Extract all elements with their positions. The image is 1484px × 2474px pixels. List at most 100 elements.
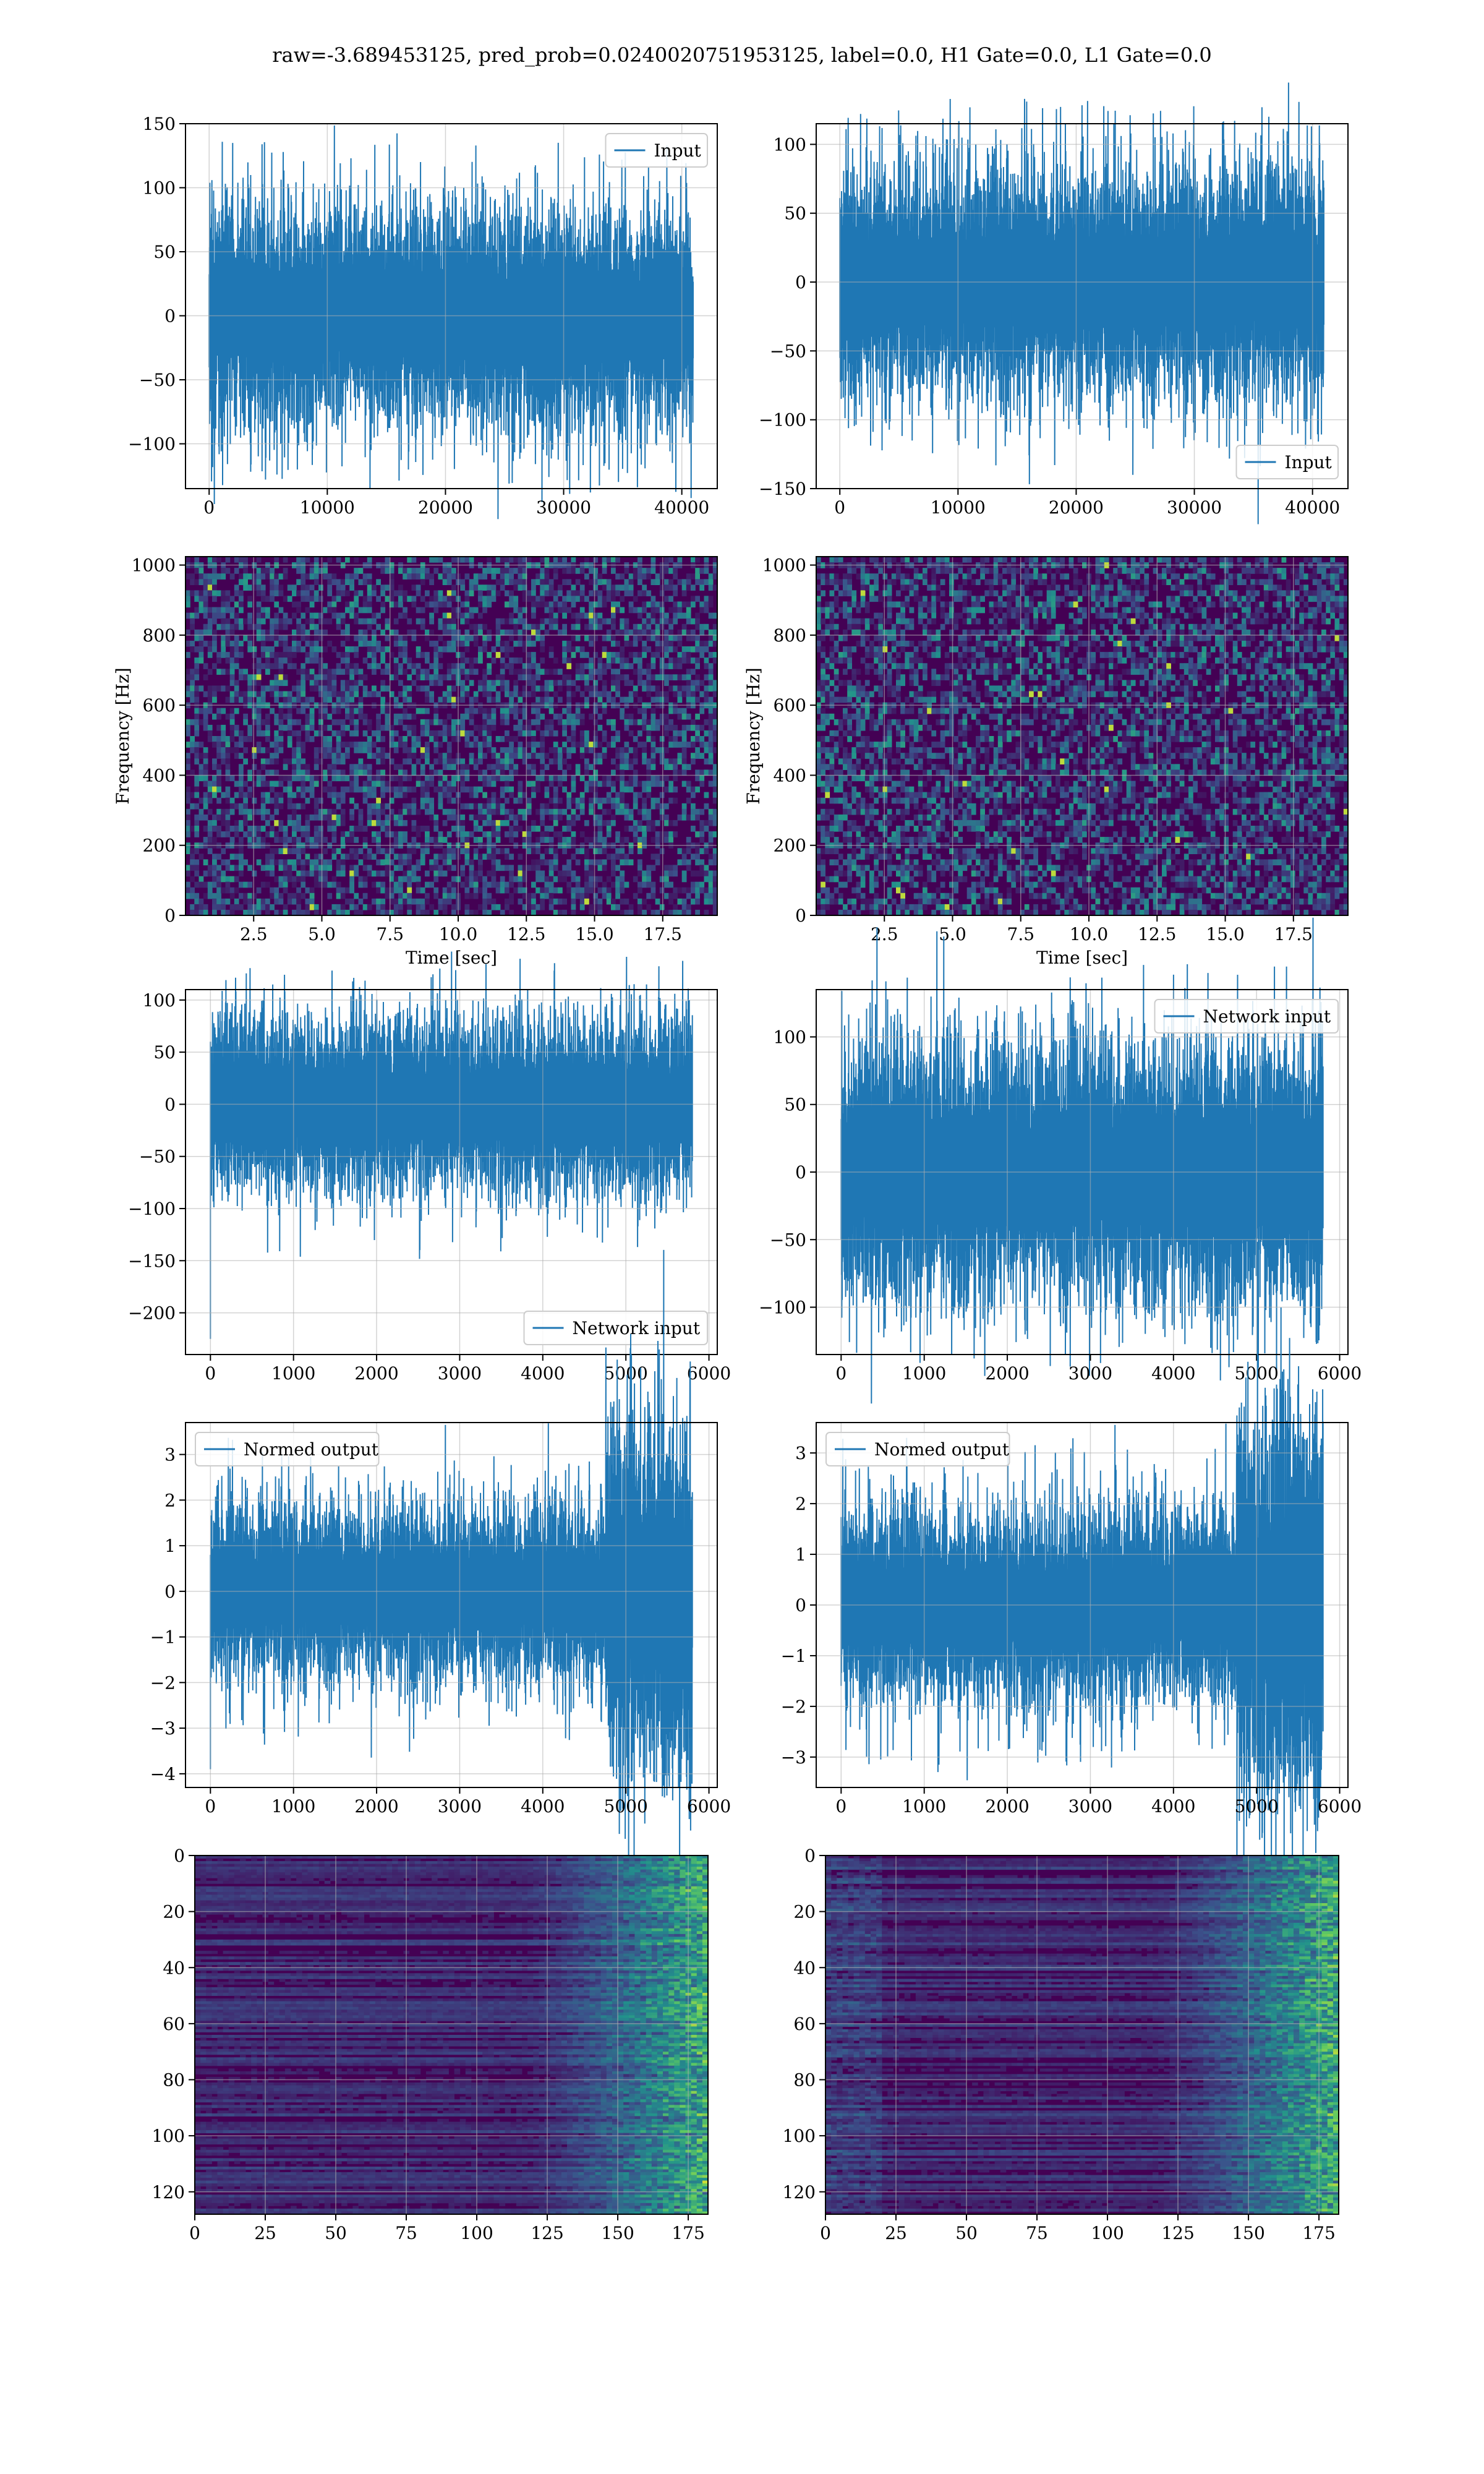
x-tick-label: 100 bbox=[460, 2223, 493, 2243]
y-tick-label: 120 bbox=[783, 2182, 816, 2202]
y-tick-label: −200 bbox=[128, 1303, 176, 1324]
l1-input-axes-frame bbox=[816, 123, 1349, 489]
x-tick-label: 2.5 bbox=[871, 924, 898, 944]
l1-network-legend: Network input bbox=[1154, 999, 1339, 1034]
y-tick-label: 80 bbox=[163, 2070, 185, 2091]
l1-network-panel: 0 1000 2000 3000 4000 5000 6000 −100 −50 0 50 100 Ne… bbox=[759, 917, 1362, 1404]
x-tick-label: 3000 bbox=[438, 1363, 482, 1384]
h1-features-heatmap bbox=[195, 1856, 708, 2214]
y-tick-label: −100 bbox=[128, 1199, 176, 1219]
l1-spec-panel: 2.5 5.0 7.5 10.0 12.5 15.0 17.5 0 200 400 600 800 10… bbox=[743, 555, 1349, 968]
x-tick-label: 5000 bbox=[1235, 1796, 1279, 1817]
x-tick-label: 10000 bbox=[931, 497, 986, 518]
x-tick-label: 50 bbox=[325, 2223, 347, 2243]
y-tick-label: −3 bbox=[781, 1747, 806, 1768]
y-tick-label: 3 bbox=[795, 1443, 806, 1463]
y-tick-label: 0 bbox=[174, 1846, 185, 1866]
l1-features-heatmap bbox=[825, 1856, 1339, 2214]
x-tick-label: 2000 bbox=[985, 1363, 1029, 1384]
y-tick-label: 0 bbox=[164, 1582, 176, 1602]
x-tick-label: 12.5 bbox=[507, 924, 545, 944]
y-tick-label: −3 bbox=[150, 1718, 176, 1739]
x-tick-label: 0 bbox=[205, 1796, 216, 1817]
x-tick-label: 2000 bbox=[354, 1796, 398, 1817]
y-tick-label: −1 bbox=[150, 1627, 176, 1648]
x-tick-label: 175 bbox=[672, 2223, 704, 2243]
x-tick-label: 5000 bbox=[1235, 1363, 1279, 1384]
x-tick-label: 7.5 bbox=[1007, 924, 1035, 944]
y-tick-label: 50 bbox=[153, 242, 176, 262]
x-tick-label: 5.0 bbox=[939, 924, 966, 944]
y-tick-label: 400 bbox=[774, 765, 806, 785]
y-tick-label: 0 bbox=[795, 1595, 806, 1616]
x-tick-label: 0 bbox=[835, 1363, 846, 1384]
y-tick-label: 1000 bbox=[762, 555, 806, 576]
x-tick-label: 30000 bbox=[536, 497, 591, 518]
y-tick-label: 50 bbox=[784, 203, 806, 224]
h1-spec-heatmap bbox=[186, 557, 717, 915]
x-tick-label: 2000 bbox=[354, 1363, 398, 1384]
y-tick-label: 0 bbox=[795, 905, 806, 926]
y-tick-label: 0 bbox=[164, 306, 176, 327]
h1-normed-panel: 0 1000 2000 3000 4000 5000 6000 −4 −3 −2 −1 0 1 2 3 Nor… bbox=[150, 1249, 731, 1893]
y-tick-label: 20 bbox=[793, 1902, 816, 1922]
x-tick-label: 3000 bbox=[1068, 1363, 1112, 1384]
legend-label: Normed output bbox=[244, 1439, 379, 1460]
y-tick-label: 80 bbox=[793, 2070, 816, 2091]
y-tick-label: 120 bbox=[152, 2182, 185, 2202]
x-tick-label: 0 bbox=[820, 2223, 831, 2243]
x-tick-label: 75 bbox=[395, 2223, 417, 2243]
h1-network-series-line bbox=[210, 951, 693, 1339]
x-tick-label: 10.0 bbox=[1070, 924, 1108, 944]
y-tick-label: 400 bbox=[143, 765, 176, 785]
y-tick-label: 100 bbox=[143, 990, 176, 1011]
h1-spec-panel: 2.5 5.0 7.5 10.0 12.5 15.0 17.5 0 200 400 600 800 10… bbox=[113, 555, 718, 968]
legend-label: Network input bbox=[1203, 1006, 1331, 1027]
x-tick-label: 12.5 bbox=[1138, 924, 1176, 944]
y-tick-label: 50 bbox=[153, 1042, 176, 1063]
y-tick-label: −100 bbox=[759, 1298, 806, 1318]
x-tick-label: 30000 bbox=[1167, 497, 1222, 518]
x-tick-label: 50 bbox=[955, 2223, 978, 2243]
y-axis-label: Frequency [Hz] bbox=[113, 667, 133, 804]
y-tick-label: 600 bbox=[143, 695, 176, 716]
y-tick-label: 50 bbox=[784, 1095, 806, 1115]
x-tick-label: 3000 bbox=[1068, 1796, 1112, 1817]
l1-input-legend: Input bbox=[1235, 445, 1339, 479]
h1-network-axes-frame bbox=[185, 989, 718, 1355]
x-tick-label: 175 bbox=[1302, 2223, 1335, 2243]
x-tick-label: 6000 bbox=[687, 1363, 731, 1384]
x-tick-label: 25 bbox=[254, 2223, 276, 2243]
h1-features-axes-frame bbox=[194, 1855, 709, 2215]
y-tick-label: 0 bbox=[795, 1162, 806, 1183]
y-tick-label: −100 bbox=[128, 434, 176, 455]
y-tick-label: 100 bbox=[774, 1027, 806, 1047]
l1-input-panel: 0 10000 20000 30000 40000 −150 −100 −50 0 50 100 In… bbox=[759, 82, 1349, 524]
x-tick-label: 10.0 bbox=[439, 924, 477, 944]
x-tick-label: 75 bbox=[1026, 2223, 1048, 2243]
x-tick-label: 25 bbox=[885, 2223, 907, 2243]
h1-features-panel: 0 25 50 75 100 125 150 175 0 20 40 60 80 100 120 bbox=[152, 1846, 709, 2243]
y-tick-label: 60 bbox=[793, 2014, 816, 2034]
y-tick-label: 1000 bbox=[132, 555, 176, 576]
x-tick-label: 150 bbox=[1232, 2223, 1264, 2243]
x-tick-label: 17.5 bbox=[644, 924, 682, 944]
h1-normed-series-line bbox=[210, 1249, 693, 1893]
h1-input-panel: 0 10000 20000 30000 40000 −100 −50 0 50 100 150 Inp… bbox=[128, 114, 718, 520]
x-tick-label: 17.5 bbox=[1274, 924, 1313, 944]
l1-normed-legend: Normed output bbox=[825, 1432, 1010, 1466]
x-tick-label: 10000 bbox=[300, 497, 355, 518]
x-tick-label: 100 bbox=[1091, 2223, 1124, 2243]
y-tick-label: 150 bbox=[143, 114, 176, 134]
x-tick-label: 40000 bbox=[654, 497, 709, 518]
x-tick-label: 4000 bbox=[1151, 1796, 1195, 1817]
x-tick-label: 6000 bbox=[1318, 1796, 1362, 1817]
x-tick-label: 0 bbox=[834, 497, 845, 518]
h1-spec-axes-frame bbox=[185, 556, 718, 916]
x-tick-label: 125 bbox=[531, 2223, 563, 2243]
x-tick-label: 15.0 bbox=[575, 924, 613, 944]
h1-normed-legend: Normed output bbox=[195, 1432, 380, 1466]
y-tick-label: 60 bbox=[163, 2014, 185, 2034]
y-tick-label: 100 bbox=[143, 178, 176, 199]
